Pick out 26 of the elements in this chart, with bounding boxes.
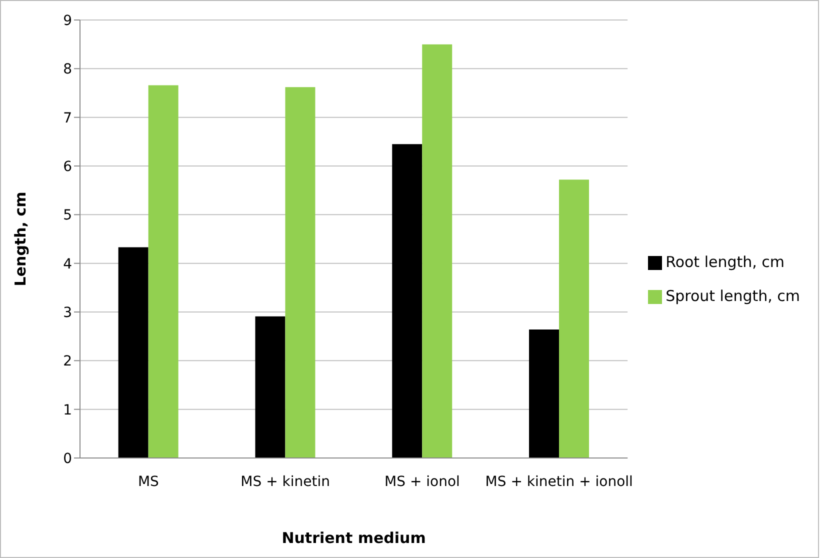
bar <box>118 247 148 458</box>
bar <box>148 85 178 458</box>
y-axis-title: Length, cm <box>11 192 30 286</box>
y-tick-label: 3 <box>63 304 72 321</box>
bar <box>392 144 422 458</box>
y-tick-label: 0 <box>63 450 72 467</box>
x-tick-label: MS + kinetin <box>240 474 330 490</box>
y-tick-label: 4 <box>63 256 72 272</box>
y-tick-label: 5 <box>63 208 72 224</box>
x-tick-label: MS + ionol <box>384 474 460 490</box>
legend-label: Sprout length, cm <box>666 287 800 305</box>
y-tick-label: 8 <box>63 62 72 78</box>
bar <box>255 316 286 458</box>
bar <box>559 180 590 458</box>
x-tick-label: MS + kinetin + ionoll <box>485 474 633 490</box>
y-tick-label: 9 <box>63 12 72 29</box>
legend-label: Root length, cm <box>666 253 785 271</box>
y-tick-label: 6 <box>63 158 72 175</box>
bar <box>529 330 560 458</box>
y-tick-label: 1 <box>63 402 72 418</box>
x-tick-label: MS <box>138 474 160 490</box>
bar <box>422 44 452 458</box>
y-tick-label: 7 <box>63 110 72 126</box>
x-axis-title: Nutrient medium <box>282 529 426 547</box>
bar <box>285 87 316 458</box>
y-tick-label: 2 <box>63 354 72 370</box>
